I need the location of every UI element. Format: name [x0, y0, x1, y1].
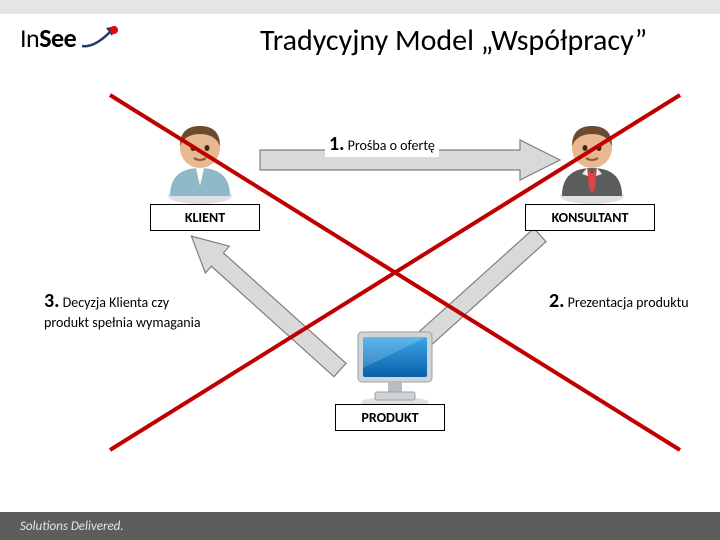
step-3-text2: produkt spełnia wymagania	[44, 314, 201, 331]
step-2-text: Prezentacja produktu	[568, 294, 689, 311]
step-2-num: 2.	[549, 289, 564, 313]
node-client: KLIENT	[150, 204, 260, 231]
step-3-num: 3.	[44, 289, 59, 313]
slide: InSee Tradycyjny Model „Współpracy”	[0, 0, 720, 540]
node-product: PRODUKT	[335, 404, 445, 431]
footer-tagline: Solutions Delivered.	[20, 519, 124, 534]
step-1-num: 1.	[329, 132, 344, 156]
step-3-text1: Decyzja Klienta czy	[63, 294, 169, 311]
step-1-text: Prośba o ofertę	[348, 137, 435, 154]
step-1-label: 1. Prośba o ofertę	[325, 131, 439, 157]
node-consultant: KONSULTANT	[525, 204, 655, 231]
step-2-label: 2. Prezentacja produktu	[545, 288, 693, 314]
bottom-bar: Solutions Delivered.	[0, 512, 720, 540]
monitor-icon	[350, 328, 440, 408]
avatar-client-icon	[160, 116, 240, 206]
avatar-consultant-icon	[552, 116, 632, 206]
arrows-layer	[0, 0, 720, 540]
step-3-label: 3. Decyzja Klienta czy produkt spełnia w…	[40, 288, 210, 333]
